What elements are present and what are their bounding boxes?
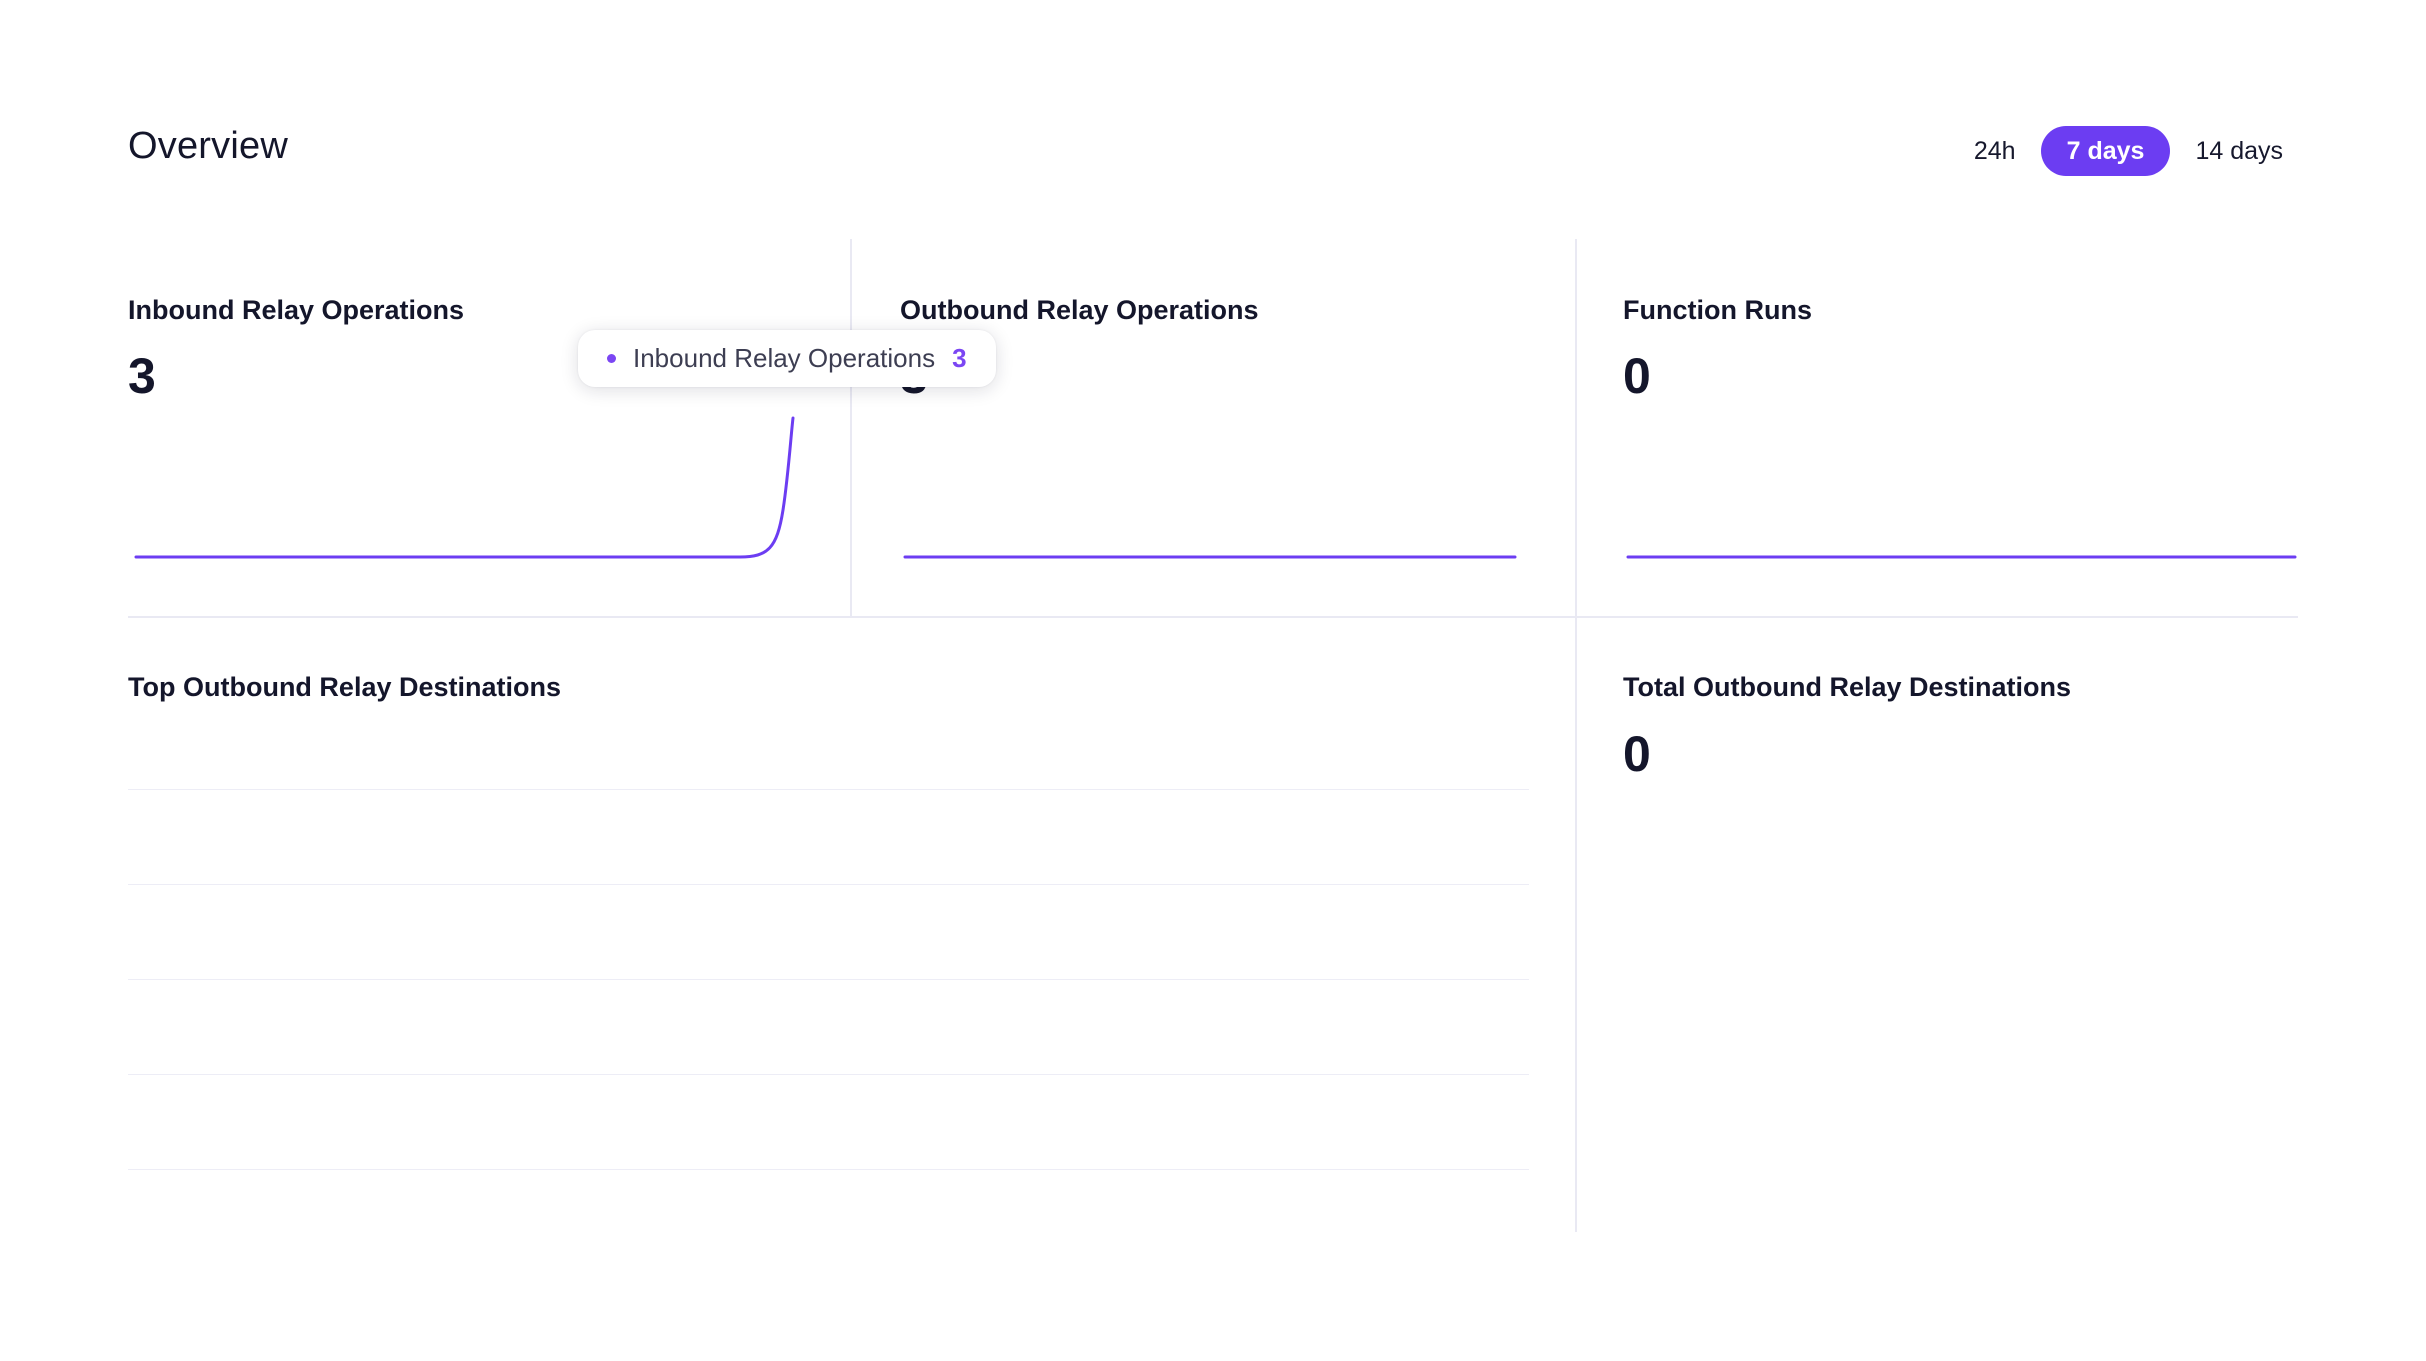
tooltip-value: 3 — [952, 343, 967, 373]
time-range-selector: 24h 7 days 14 days — [1972, 126, 2285, 176]
top-destinations-list — [128, 695, 1529, 1170]
inbound-relay-sparkline[interactable] — [128, 410, 808, 580]
function-runs-value: 0 — [1623, 348, 1651, 404]
series-dot-icon — [607, 354, 616, 363]
total-destinations-title: Total Outbound Relay Destinations — [1623, 672, 2072, 702]
time-option-14days[interactable]: 14 days — [2193, 126, 2285, 176]
total-destinations-value: 0 — [1623, 726, 1651, 782]
inbound-relay-value: 3 — [128, 348, 156, 404]
outbound-relay-sparkline[interactable] — [900, 545, 1520, 569]
inbound-relay-title: Inbound Relay Operations — [128, 295, 465, 325]
function-runs-sparkline[interactable] — [1623, 545, 2299, 569]
page-title: Overview — [128, 125, 288, 167]
top-destinations-title: Top Outbound Relay Destinations — [128, 672, 562, 702]
list-item — [128, 790, 1529, 885]
list-item — [128, 1075, 1529, 1170]
chart-tooltip: Inbound Relay Operations 3 — [578, 330, 996, 387]
time-option-24h[interactable]: 24h — [1972, 126, 2018, 176]
list-item — [128, 980, 1529, 1075]
tooltip-series-label: Inbound Relay Operations — [633, 343, 936, 373]
panel-divider-vertical-2 — [1575, 239, 1577, 1232]
panel-divider-vertical-1 — [850, 239, 852, 616]
function-runs-title: Function Runs — [1623, 295, 1812, 325]
time-option-7days[interactable]: 7 days — [2040, 126, 2171, 176]
list-item — [128, 695, 1529, 790]
panel-divider-horizontal — [128, 616, 2298, 618]
list-item — [128, 885, 1529, 980]
outbound-relay-title: Outbound Relay Operations — [900, 295, 1259, 325]
